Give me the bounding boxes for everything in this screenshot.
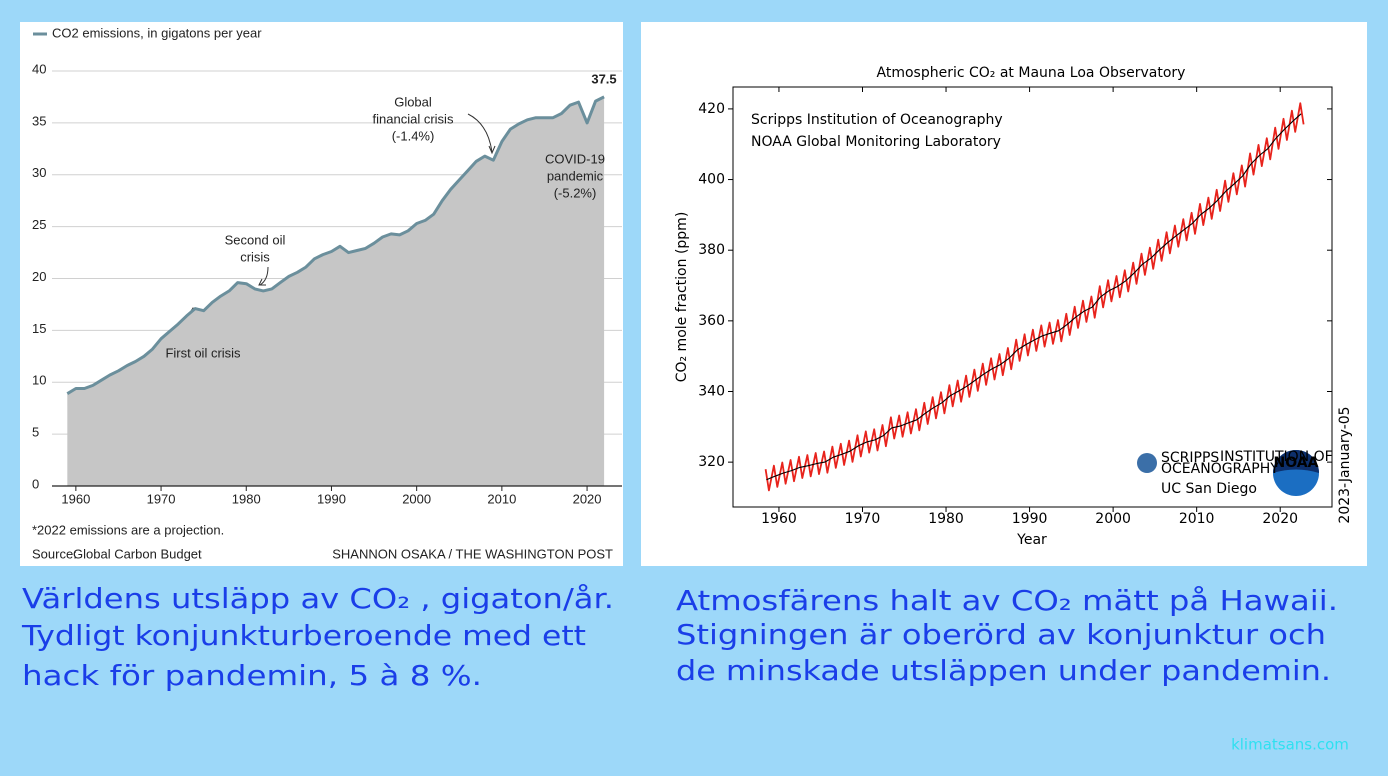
annotation: Scripps Institution of Oceanography <box>751 112 1003 128</box>
caption: Stigningen är oberörd av konjunktur och <box>676 618 1326 651</box>
right-panel <box>641 22 1367 566</box>
annotation: (-5.2%) <box>554 185 597 200</box>
noaa-logo-top <box>1273 450 1319 473</box>
annotation: financial crisis <box>373 111 454 126</box>
annotation: NOAA Global Monitoring Laboratory <box>751 134 1001 150</box>
x-tick-label: 1970 <box>845 511 881 527</box>
co2-chart: 320 340 360 380 400 420 1960 1970 1980 1990 2000 20… <box>674 65 1353 548</box>
x-tick-label: 1970 <box>147 491 176 506</box>
y-tick-label: 0 <box>32 476 39 491</box>
caption: Tydligt konjunkturberoende med ett <box>21 619 586 652</box>
caption: hack för pandemin, 5 à 8 %. <box>22 659 482 692</box>
source: Global Carbon Budget <box>73 546 202 561</box>
x-tick-label: 1990 <box>1012 511 1048 527</box>
y-tick-label: 380 <box>698 242 725 258</box>
area <box>67 96 605 487</box>
annotation: First oil crisis <box>165 345 241 360</box>
annotation: crisis <box>240 249 270 264</box>
scripps-logo <box>1137 453 1157 473</box>
line <box>766 113 1302 481</box>
x-tick-label: 2020 <box>1262 511 1298 527</box>
y-tick-label: 420 <box>698 101 725 117</box>
source-label: Source: <box>32 546 77 561</box>
annotation: pandemic <box>547 168 604 183</box>
captions: Världens utsläpp av CO₂ , gigaton/år. Tyd… <box>21 582 1349 754</box>
y-tick-label: 15 <box>32 321 46 336</box>
x-tick-label: 2000 <box>402 491 431 506</box>
annotation: Global <box>394 94 432 109</box>
y-tick-label: 400 <box>698 172 725 188</box>
x-tick-label: 1980 <box>928 511 964 527</box>
arrow-head <box>258 278 266 286</box>
logo-text: OCEANOGRAPHY <box>1161 461 1279 477</box>
x-axis-title: Year <box>1016 532 1047 548</box>
caption: Världens utsläpp av CO₂ , gigaton/år. <box>22 582 614 615</box>
footer: klimatsans.com <box>1231 736 1349 754</box>
x-tick-label: 2010 <box>487 491 516 506</box>
chart-title: Atmospheric CO₂ at Mauna Loa Observatory <box>877 65 1186 81</box>
y-tick-label: 10 <box>32 373 46 388</box>
y-tick-label: 340 <box>698 383 725 399</box>
logo-text: NOAA <box>1274 455 1319 471</box>
arrow <box>259 266 269 286</box>
plot-frame <box>732 86 1333 508</box>
x-tick-label: 1990 <box>317 491 346 506</box>
arrow <box>467 113 493 153</box>
credit: SHANNON OSAKA / THE WASHINGTON POST <box>332 546 613 561</box>
date-stamp: 2023-January-05 <box>1337 406 1353 523</box>
x-tick-label: 1960 <box>761 511 797 527</box>
annotation: Second oil <box>225 232 286 247</box>
logo-text: INSTITUTION OF <box>1220 449 1333 465</box>
emissions-chart: 0 5 10 15 20 25 30 35 40 1960 1970 1980 1990 2000 2010… <box>32 25 622 561</box>
y-tick-label: 360 <box>698 313 725 329</box>
x-tick-label: 2010 <box>1179 511 1215 527</box>
logo-text: SCRIPPS <box>1161 450 1219 466</box>
caption: de minskade utsläppen under pandemin. <box>676 654 1331 687</box>
y-axis-title: CO₂ mole fraction (ppm) <box>674 212 690 383</box>
caption: Atmosfärens halt av CO₂ mätt på Hawaii. <box>676 584 1338 617</box>
x-tick-label: 1960 <box>61 491 90 506</box>
line <box>66 95 605 395</box>
annotation: COVID-19 <box>545 151 605 166</box>
end-value-label: 37.5 <box>591 71 616 86</box>
x-tick-label: 2020 <box>573 491 602 506</box>
y-tick-label: 25 <box>32 217 46 232</box>
footnote: *2022 emissions are a projection. <box>32 522 224 537</box>
y-tick-label: 30 <box>32 165 46 180</box>
y-tick-label: 320 <box>698 454 725 470</box>
arrow-head <box>488 145 496 155</box>
legend-label: CO2 emissions, in gigatons per year <box>52 25 262 40</box>
y-tick-label: 5 <box>32 425 39 440</box>
annotation: (-1.4%) <box>392 128 435 143</box>
y-tick-label: 35 <box>32 113 46 128</box>
x-tick-label: 2000 <box>1095 511 1131 527</box>
x-tick-label: 1980 <box>232 491 261 506</box>
y-tick-label: 40 <box>32 61 46 76</box>
logo-text: UC San Diego <box>1161 481 1257 497</box>
y-tick-label: 20 <box>32 269 46 284</box>
